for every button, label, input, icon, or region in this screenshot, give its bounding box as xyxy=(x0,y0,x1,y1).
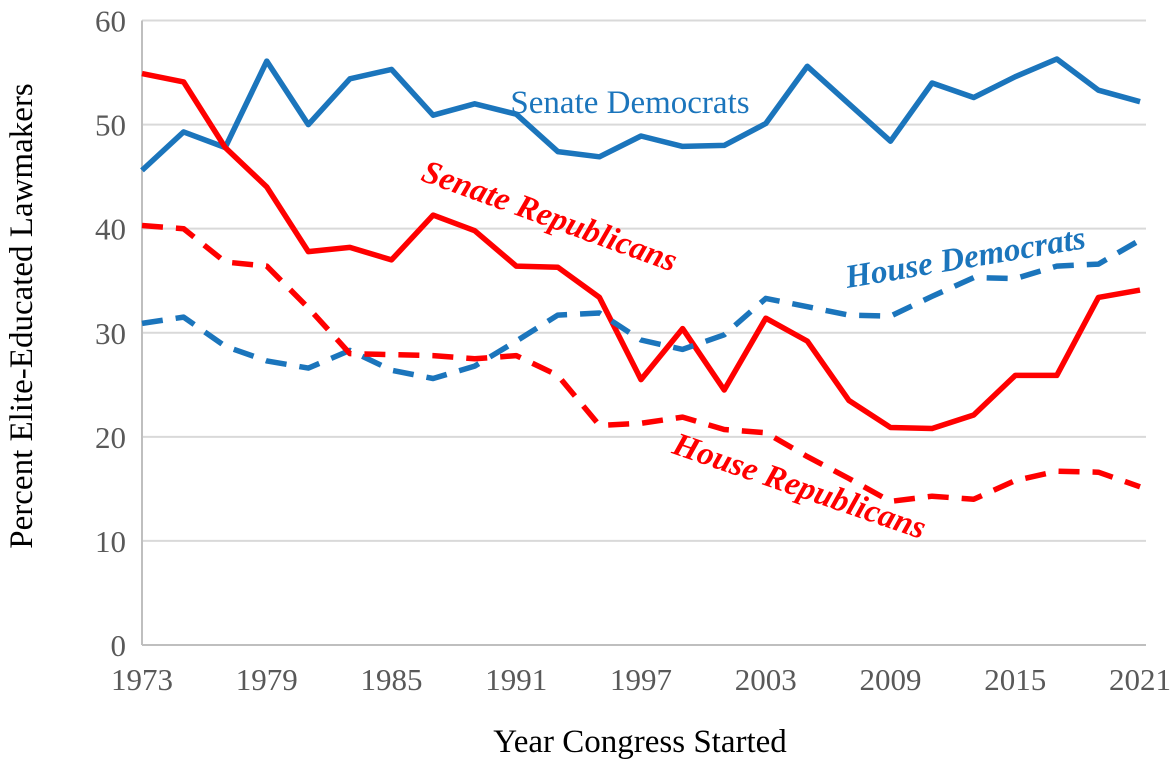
series-line-senate-republicans xyxy=(141,70,1141,432)
series-inline-labels: Senate Democrats Senate Republicans House … xyxy=(417,85,1088,547)
y-tick-20: 20 xyxy=(95,420,126,455)
x-tick-1991: 1991 xyxy=(485,662,547,697)
x-tick-2003: 2003 xyxy=(735,662,797,697)
series-label-senate-democrats: Senate Democrats xyxy=(510,85,749,121)
x-tick-1973: 1973 xyxy=(111,662,173,697)
y-axis-tick-labels: 0 10 20 30 40 50 60 xyxy=(95,4,126,664)
series-label-senate-republicans: Senate Republicans xyxy=(417,154,682,280)
y-tick-30: 30 xyxy=(95,316,126,351)
series-line-house-democrats xyxy=(141,237,1142,382)
series-label-house-republicans: House Republicans xyxy=(667,426,930,547)
x-tick-1985: 1985 xyxy=(361,662,423,697)
x-axis-tick-labels: 1973 1979 1985 1991 1997 2003 2009 2015 2021 xyxy=(111,662,1171,697)
y-tick-10: 10 xyxy=(95,524,126,559)
series-line-house-republicans xyxy=(141,222,1141,505)
series-label-house-democrats: House Democrats xyxy=(842,220,1089,296)
x-tick-2015: 2015 xyxy=(984,662,1046,697)
y-tick-40: 40 xyxy=(95,212,126,247)
x-tick-1979: 1979 xyxy=(236,662,298,697)
series-line-senate-democrats xyxy=(140,56,1141,173)
x-tick-2021: 2021 xyxy=(1109,662,1171,697)
y-tick-60: 60 xyxy=(95,4,126,39)
y-tick-0: 0 xyxy=(111,628,127,663)
axis-lines xyxy=(141,20,1146,646)
y-tick-50: 50 xyxy=(95,108,126,143)
x-tick-1997: 1997 xyxy=(610,662,672,697)
data-series-lines xyxy=(140,56,1142,505)
y-axis-title: Percent Elite-Educated Lawmakers xyxy=(4,83,40,548)
x-tick-2009: 2009 xyxy=(860,662,922,697)
x-axis-title: Year Congress Started xyxy=(493,724,787,760)
